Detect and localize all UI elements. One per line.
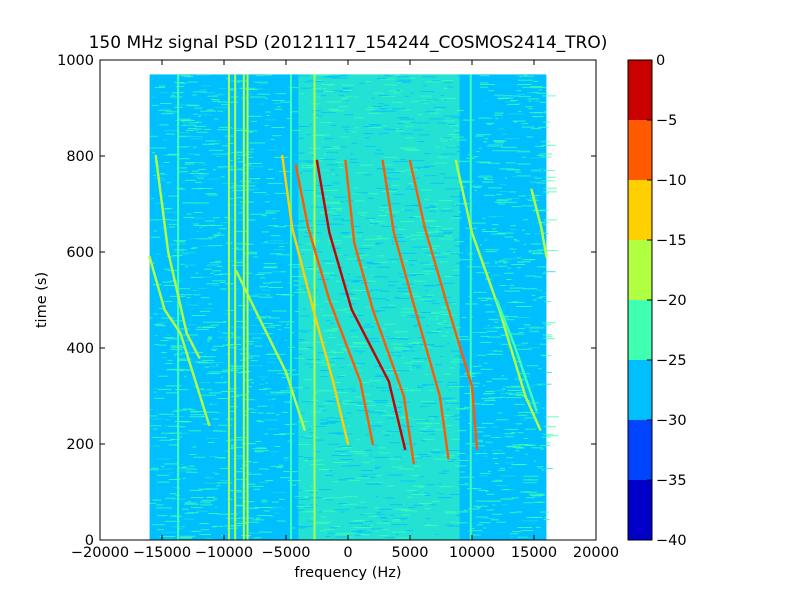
doppler-track <box>381 159 450 460</box>
doppler-track <box>281 154 350 446</box>
y-tick-label: 800 <box>66 149 94 165</box>
x-tick-label: −5000 <box>261 545 310 561</box>
colorbar: 0 −5 −10 −15 −20 −25 −30 −35 −40 <box>627 53 687 549</box>
colorbar-tick-label: −30 <box>656 413 687 429</box>
doppler-track <box>408 159 479 450</box>
heatmap-image <box>148 74 559 540</box>
colorbar-segment <box>628 300 652 360</box>
y-axis-ticks: 0 200 400 600 800 1000 <box>57 53 596 549</box>
doppler-track <box>294 164 374 446</box>
x-tick-label: 5000 <box>392 545 429 561</box>
x-axis-ticks: −20000 −15000 −10000 −5000 0 5000 10000 15000 20… <box>71 60 619 561</box>
colorbar-segment <box>628 120 652 180</box>
x-tick-label: −15000 <box>133 545 191 561</box>
x-tick-label: 15000 <box>511 545 557 561</box>
colorbar-segment <box>628 60 652 120</box>
x-tick-label: 20000 <box>573 545 619 561</box>
colorbar-segment <box>628 240 652 300</box>
doppler-track <box>495 298 538 412</box>
y-tick-label: 600 <box>66 245 94 261</box>
heatmap-noise <box>149 74 559 540</box>
colorbar-tick-label: −25 <box>656 353 687 369</box>
x-tick-label: 0 <box>343 545 352 561</box>
colorbar-tick-label: −20 <box>656 293 687 309</box>
colorbar-segment <box>628 480 652 540</box>
doppler-track <box>148 255 211 426</box>
y-tick-label: 0 <box>85 533 94 549</box>
y-axis-label: time (s) <box>34 272 50 328</box>
colorbar-tick-label: −10 <box>656 173 687 189</box>
doppler-track <box>235 270 306 431</box>
x-tick-label: −20000 <box>71 545 129 561</box>
x-axis-label: frequency (Hz) <box>294 565 401 581</box>
doppler-track <box>154 154 201 359</box>
colorbar-tick-label: −35 <box>656 473 687 489</box>
colorbar-tick-label: −5 <box>656 113 677 129</box>
doppler-track <box>530 188 548 258</box>
colorbar-tick-label: −15 <box>656 233 687 249</box>
y-tick-label: 200 <box>66 437 94 453</box>
plot-area <box>100 60 596 540</box>
doppler-track <box>344 159 415 465</box>
y-tick-label: 400 <box>66 341 94 357</box>
heatmap-central-band <box>298 74 460 540</box>
y-tick-label: 1000 <box>57 53 94 69</box>
x-tick-label: −10000 <box>195 545 253 561</box>
colorbar-segment <box>628 420 652 480</box>
doppler-track <box>315 159 407 450</box>
colorbar-tick-label: −40 <box>656 533 687 549</box>
x-tick-label: 10000 <box>449 545 495 561</box>
chart-title: 150 MHz signal PSD (20121117_154244_COSM… <box>89 33 608 53</box>
colorbar-segment <box>628 180 652 240</box>
colorbar-segment <box>628 360 652 420</box>
colorbar-tick-label: 0 <box>656 53 665 69</box>
